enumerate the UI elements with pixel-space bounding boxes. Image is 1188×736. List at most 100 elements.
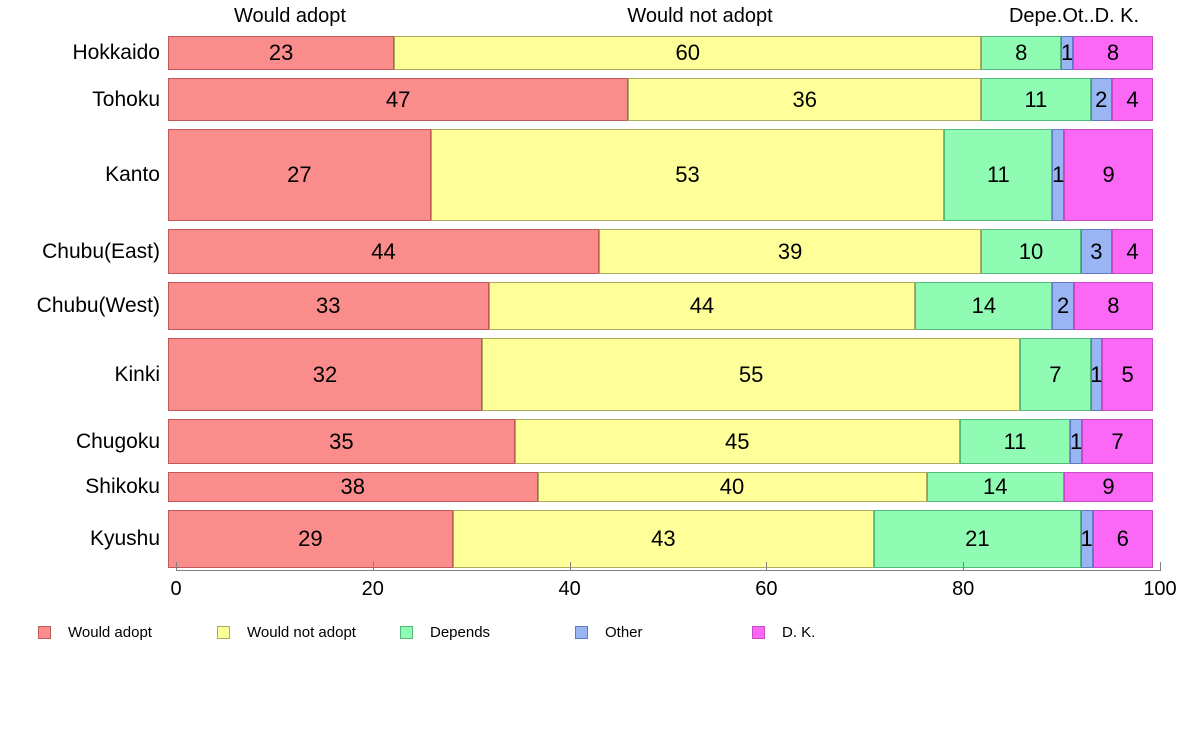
segment-value: 40 [719,474,745,499]
segment-value: 36 [792,86,817,112]
bar: 27 53 11 1 9 [168,129,1153,221]
region-label: Kinki [114,362,160,386]
bar-segment: 7 [1082,419,1153,464]
segment-value: 1 [1090,361,1103,387]
segment-value: 8 [1106,40,1120,65]
axis-tick-label: 40 [558,578,581,600]
segment-value: 43 [651,526,676,551]
bar-segment: 9 [1063,472,1153,502]
segment-value: 11 [1003,428,1027,454]
segment-value: 11 [986,162,1010,187]
axis-tick [372,562,374,570]
segment-value: 7 [1111,428,1124,454]
legend-item: D. K. [752,624,815,641]
bar: 32 55 7 1 5 [168,338,1153,411]
bar-segment: 44 [168,229,599,274]
segment-value: 44 [689,293,715,318]
segment-value: 32 [312,361,338,387]
segment-value: 4 [1126,238,1139,264]
bar-segment: 44 [488,282,916,330]
axis-tick-label: 60 [755,578,778,600]
region-label: Chugoku [75,429,160,453]
legend-label: Depends [430,624,491,641]
legend-label: Other [605,624,643,641]
bar-segment: 5 [1102,338,1153,411]
axis-tick [766,562,768,570]
segment-value: 8 [1015,40,1028,65]
region-label: Hokkaido [72,41,160,64]
table-row: Chubu(East) 44 39 10 3 4 [0,229,1161,274]
bar: 35 45 11 1 7 [168,419,1153,464]
region-label: Kyushu [89,527,160,550]
axis-tick [569,562,571,570]
axis-tick-label: 20 [361,578,384,600]
legend-label: D. K. [782,624,816,641]
axis-tick-label: 0 [170,578,182,600]
bar-segment: 60 [394,36,982,70]
bar-segment: 10 [981,229,1081,274]
segment-value: 33 [316,293,341,318]
table-row: Kanto 27 53 11 1 9 [0,129,1161,221]
region-label: Kanto [105,163,160,186]
axis-tick-label: 80 [952,578,975,600]
bar-segment: 45 [514,419,960,464]
bar-segment: 9 [1064,129,1153,221]
region-label: Shikoku [85,475,160,498]
legend-item: Depends [400,624,490,641]
legend-item: Other [575,624,643,641]
bar-segment: 55 [482,338,1021,411]
bar-segment: 36 [628,78,982,121]
table-row: Kinki 32 55 7 1 5 [0,338,1161,411]
table-row: Shikoku 38 40 14 9 [0,472,1161,502]
bar-segment: 21 [874,510,1081,568]
segment-value: 8 [1107,293,1120,318]
bar-segment: 33 [168,282,489,330]
bar-segment: 8 [1073,282,1154,330]
segment-value: 1 [1080,526,1093,551]
bars-area: Hokkaido 23 60 8 1 8 Tohoku 47 36 11 2 4 Kanto 2… [0,36,1161,576]
bar-segment: 2 [1052,282,1074,330]
bar: 38 40 14 9 [168,472,1153,502]
bar-segment: 1 [1090,338,1103,411]
legend-label: Would adopt [68,624,152,641]
segment-value: 4 [1126,86,1139,112]
bar-segment: 3 [1080,229,1112,274]
legend-swatch [400,626,413,639]
segment-value: 1 [1061,40,1074,65]
segment-value: 38 [340,474,366,499]
segment-value: 45 [725,428,750,454]
legend-item: Would adopt [38,624,152,641]
bar-segment: 27 [168,129,431,221]
bar-segment: 8 [981,36,1062,70]
table-row: Hokkaido 23 60 8 1 8 [0,36,1161,70]
bar: 23 60 8 1 8 [168,36,1153,70]
bar-segment: 11 [959,419,1071,464]
segment-value: 1 [1052,162,1065,187]
region-label: Chubu(East) [42,239,160,263]
segment-value: 7 [1049,361,1062,387]
bar-segment: 1 [1061,36,1073,70]
bar-segment: 53 [430,129,945,221]
bar-segment: 39 [599,229,982,274]
bar-segment: 32 [168,338,482,411]
legend-swatch [752,626,765,639]
bar-segment: 35 [168,419,515,464]
segment-value: 55 [738,361,764,387]
axis-tick [963,562,965,570]
column-header-would-adopt: Would adopt [234,5,346,27]
region-label: Tohoku [92,87,160,111]
segment-value: 44 [371,238,396,264]
legend-item: Would not adopt [217,624,356,641]
bar: 44 39 10 3 4 [168,229,1153,274]
bar-segment: 29 [168,510,453,568]
region-label: Chubu(West) [36,294,160,317]
bar: 47 36 11 2 4 [168,78,1153,121]
bar-segment: 38 [168,472,538,502]
bar-segment: 14 [915,282,1053,330]
segment-value: 29 [298,526,323,551]
segment-value: 14 [982,474,1008,499]
x-axis-line [176,570,1161,571]
bar-segment: 47 [168,78,629,121]
segment-value: 53 [675,162,700,187]
column-header-depends-other-dk: Depe.Ot..D. K. [1008,5,1140,27]
